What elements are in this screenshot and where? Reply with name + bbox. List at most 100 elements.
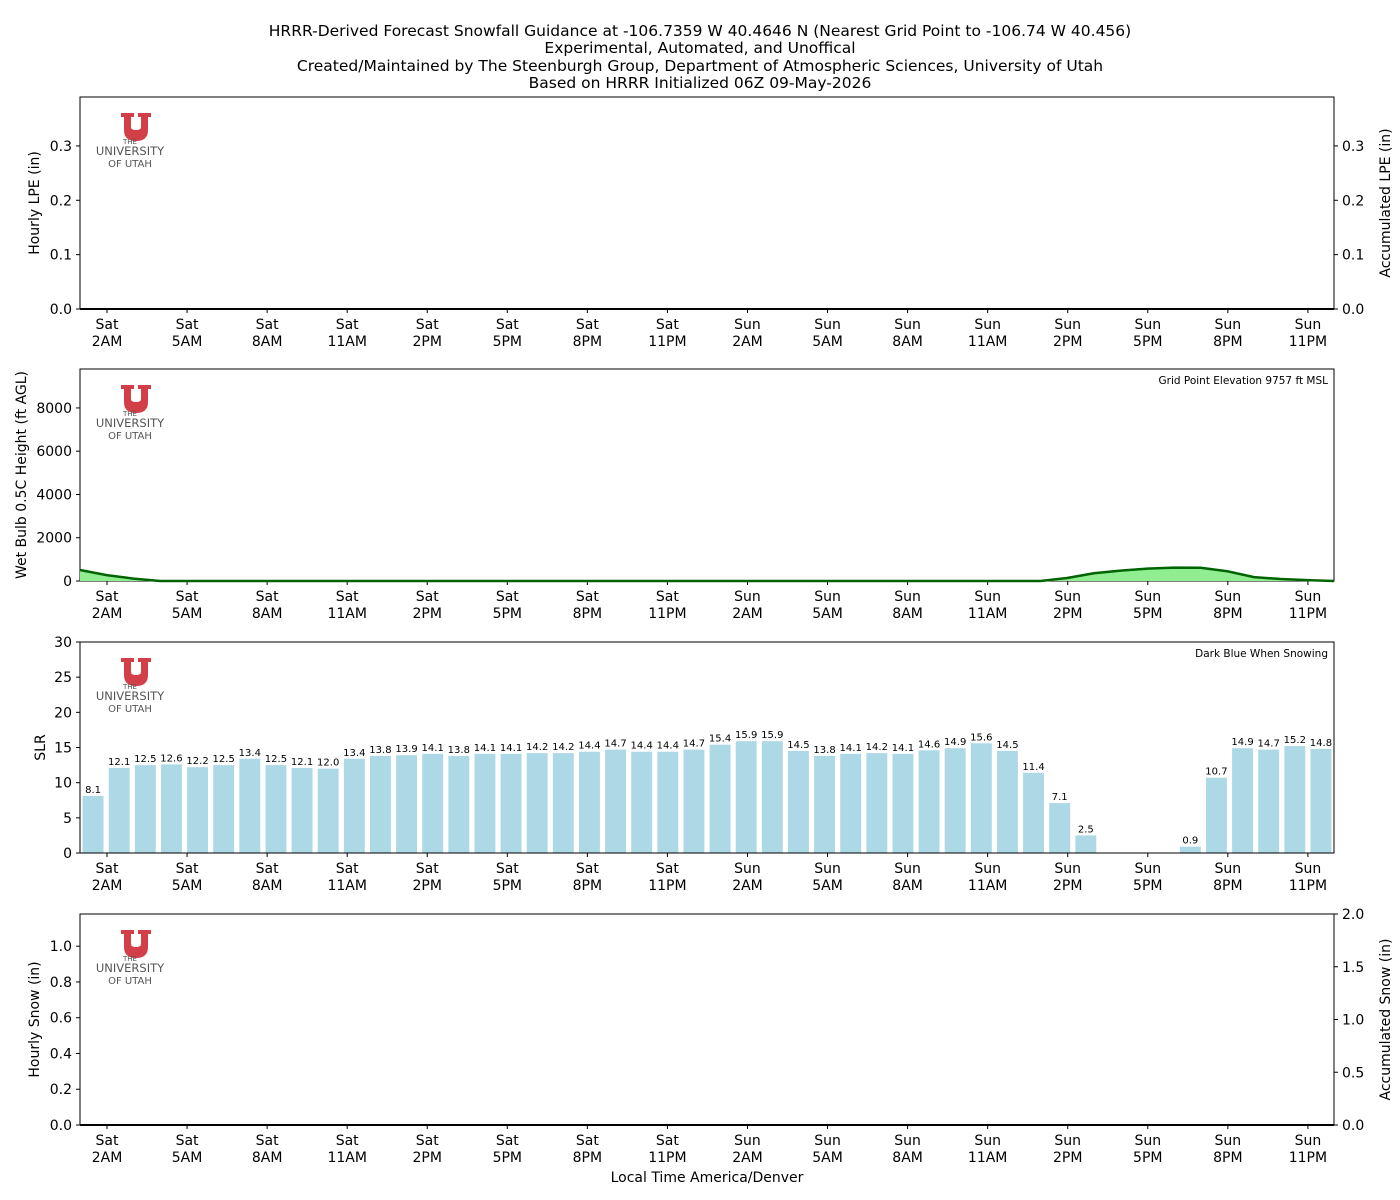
slr-bar-label: 14.9: [1231, 737, 1253, 748]
slr-bar: [970, 743, 992, 853]
x-tick-label-day: Sun: [894, 589, 921, 605]
utah-u-icon: [121, 930, 151, 958]
slr-bar: [578, 751, 600, 853]
plot-frame: [79, 368, 1335, 582]
x-tick-label-day: Sat: [176, 1133, 199, 1149]
x-tick-label-day: Sun: [734, 1133, 761, 1149]
slr-bar-label: 12.5: [265, 754, 287, 765]
y2-tick-label: 0.1: [1342, 248, 1364, 264]
logo-text-of-utah: OF UTAH: [108, 704, 152, 715]
y-axis-label: Hourly LPE (in): [27, 151, 43, 255]
slr-bar-label: 12.5: [134, 754, 156, 765]
x-tick-label-day: Sun: [974, 317, 1001, 333]
x-tick-label-time: 5AM: [812, 334, 843, 350]
y-tick-label: 5: [63, 811, 72, 827]
x-tick-label-time: 5PM: [493, 1150, 522, 1166]
slr-bar: [1310, 748, 1332, 853]
slr-bar-label: 14.9: [944, 737, 966, 748]
x-tick-label-day: Sun: [1215, 1133, 1242, 1149]
logo-text-of-utah: OF UTAH: [108, 431, 152, 442]
x-tick-label-day: Sun: [1054, 317, 1081, 333]
slr-bar-label: 7.1: [1052, 792, 1068, 803]
utah-u-icon: [121, 385, 151, 413]
y2-tick-label: 0.0: [1342, 302, 1364, 318]
y-tick-label: 0.6: [50, 1011, 72, 1027]
slr-bar-label: 14.2: [552, 742, 574, 753]
slr-bar: [814, 755, 836, 853]
x-tick-label-day: Sat: [336, 589, 359, 605]
slr-bar: [996, 751, 1018, 853]
slr-bar-label: 15.9: [761, 730, 783, 741]
x-tick-label-day: Sat: [256, 1133, 279, 1149]
slr-bar: [631, 751, 653, 853]
x-tick-label-day: Sat: [256, 317, 279, 333]
slr-bar: [709, 744, 731, 853]
x-tick-label-time: 5AM: [812, 878, 843, 894]
x-tick-label-time: 8AM: [252, 334, 283, 350]
slr-bar-label: 15.9: [735, 730, 757, 741]
x-axis-label: Local Time America/Denver: [611, 1170, 804, 1186]
slr-bar: [866, 753, 888, 853]
slr-bar: [1049, 803, 1071, 853]
x-tick-label-time: 8AM: [892, 878, 923, 894]
slr-bar-label: 0.9: [1182, 836, 1198, 847]
slr-bar-label: 12.1: [108, 757, 130, 768]
logo-text-university: UNIVERSITY: [96, 689, 165, 703]
slr-bar: [187, 767, 209, 853]
x-tick-label-time: 5AM: [172, 878, 203, 894]
x-tick-label-day: Sat: [496, 861, 519, 877]
x-tick-label-time: 2PM: [413, 1150, 442, 1166]
slr-bar: [134, 765, 156, 853]
x-tick-label-day: Sun: [814, 589, 841, 605]
slr-bar-label: 14.1: [892, 743, 914, 754]
x-tick-label-day: Sun: [974, 1133, 1001, 1149]
slr-bar: [160, 764, 182, 853]
slr-bar-label: 13.4: [239, 748, 261, 759]
slr-bar-label: 14.1: [474, 743, 496, 754]
x-tick-label-day: Sat: [96, 589, 119, 605]
slr-bar-label: 14.1: [840, 743, 862, 754]
slr-bar-label: 13.9: [395, 744, 417, 755]
x-tick-label-time: 8AM: [892, 1150, 923, 1166]
slr-bar: [1205, 777, 1227, 853]
x-tick-label-day: Sat: [336, 317, 359, 333]
x-tick-label-time: 2PM: [1053, 878, 1082, 894]
slr-bar: [892, 753, 914, 853]
x-tick-label-time: 2AM: [732, 1150, 763, 1166]
plot-frame: [79, 913, 1335, 1126]
y2-tick-label: 0.2: [1342, 193, 1364, 209]
x-tick-label-day: Sat: [256, 589, 279, 605]
slr-bar: [787, 751, 809, 853]
x-tick-label-time: 2PM: [1053, 606, 1082, 622]
x-tick-label-day: Sat: [576, 1133, 599, 1149]
x-tick-label-time: 8PM: [573, 878, 602, 894]
x-tick-label-day: Sat: [576, 589, 599, 605]
slr-bar: [761, 741, 783, 853]
x-tick-label-day: Sun: [1215, 861, 1242, 877]
x-tick-label-time: 5PM: [1133, 878, 1162, 894]
y-tick-label: 4000: [36, 487, 72, 503]
x-tick-label-day: Sat: [576, 861, 599, 877]
slr-bar: [239, 758, 261, 853]
y-tick-label: 0.2: [50, 1082, 72, 1098]
slr-bar-label: 12.2: [186, 756, 208, 767]
y-tick-label: 25: [54, 670, 72, 686]
logo-text-of-utah: OF UTAH: [108, 976, 152, 987]
x-tick-label-time: 8PM: [573, 606, 602, 622]
x-tick-label-time: 8PM: [1213, 1150, 1242, 1166]
x-tick-label-day: Sat: [416, 861, 439, 877]
x-tick-label-time: 11AM: [327, 1150, 366, 1166]
logo-text-university: UNIVERSITY: [96, 144, 165, 158]
x-tick-label-day: Sat: [656, 861, 679, 877]
y-tick-label: 15: [54, 741, 72, 757]
x-tick-label-day: Sun: [1295, 861, 1322, 877]
x-tick-label-time: 2AM: [732, 334, 763, 350]
x-tick-label-day: Sat: [96, 317, 119, 333]
x-tick-label-day: Sat: [256, 861, 279, 877]
plot-frame: [79, 96, 1335, 310]
chart-title-line-4: Based on HRRR Initialized 06Z 09-May-202…: [528, 74, 872, 92]
x-tick-label-time: 11PM: [648, 334, 686, 350]
x-tick-label-day: Sun: [1054, 589, 1081, 605]
panel-annotation: Dark Blue When Snowing: [1195, 648, 1328, 660]
